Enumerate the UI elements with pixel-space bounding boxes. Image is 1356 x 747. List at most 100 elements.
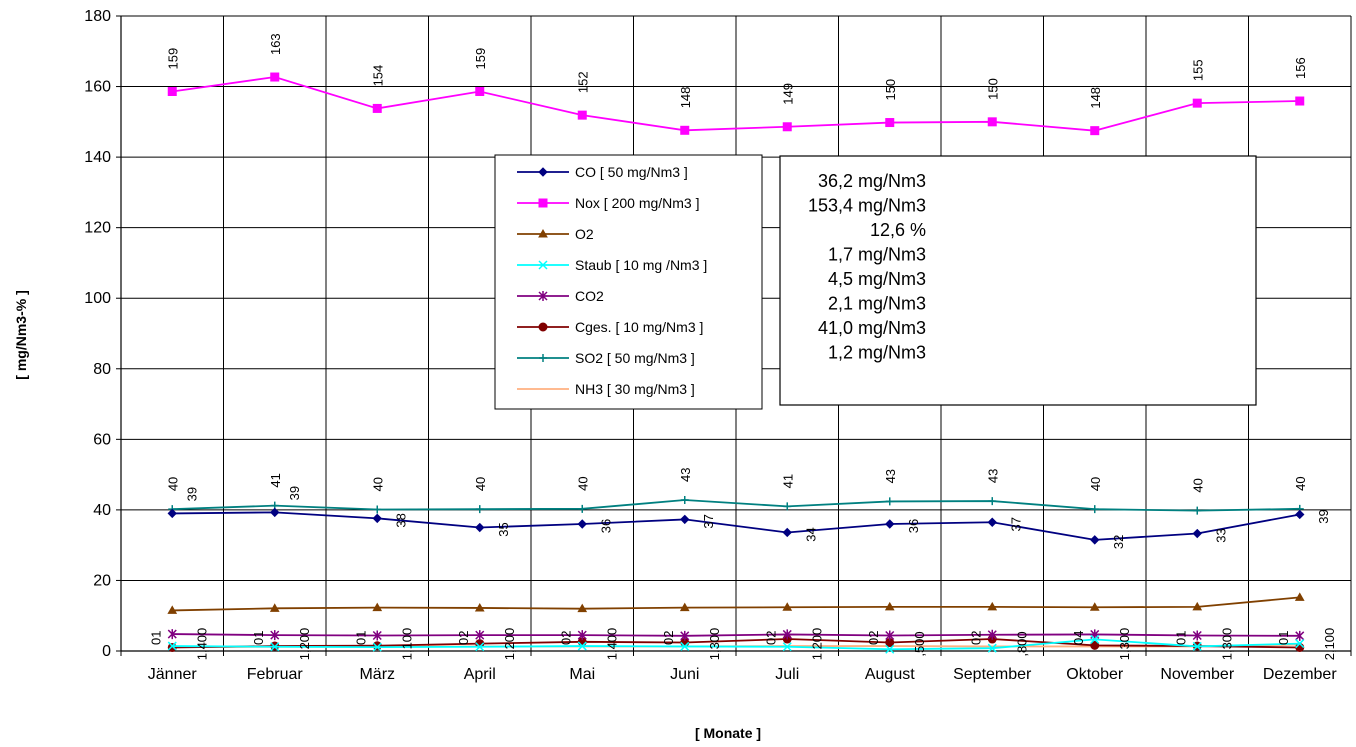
- x-tick-label: Juli: [775, 666, 799, 683]
- data-label: 155: [1190, 59, 1205, 81]
- series-o2: [167, 592, 1305, 614]
- data-point: [475, 630, 485, 641]
- data-label: 02: [661, 631, 676, 645]
- data-label: 159: [165, 48, 180, 70]
- data-label: 148: [678, 87, 693, 109]
- data-point: [987, 643, 997, 653]
- data-label: 33: [1213, 528, 1228, 542]
- data-point: [1090, 126, 1100, 136]
- legend-item: O2: [517, 226, 594, 242]
- data-label: 37: [701, 514, 716, 528]
- info-line: 2,1 mg/Nm3: [828, 294, 926, 314]
- data-label: 150: [985, 78, 1000, 100]
- data-label: 1,100: [399, 628, 414, 661]
- data-label: 01: [251, 631, 266, 645]
- data-label: 40: [1190, 478, 1205, 492]
- x-tick-label: Mai: [569, 666, 595, 683]
- data-label: 41: [268, 473, 283, 487]
- data-label: 01: [1173, 631, 1188, 645]
- series-line: [172, 633, 1300, 637]
- data-point: [475, 522, 485, 533]
- data-label: 40: [370, 477, 385, 491]
- data-label: 36: [906, 519, 921, 533]
- data-label: 149: [780, 83, 795, 105]
- data-point: [885, 497, 894, 506]
- data-point: [884, 601, 895, 611]
- x-tick-label: April: [464, 666, 496, 683]
- y-axis-title: [ mg/Nm3-% ]: [13, 290, 29, 379]
- data-point: [782, 642, 792, 652]
- x-tick-label: September: [953, 666, 1032, 683]
- data-label: 40: [575, 476, 590, 490]
- y-tick-label: 180: [84, 8, 111, 25]
- data-label: 39: [184, 487, 199, 501]
- y-tick-label: 160: [84, 79, 111, 96]
- series-line: [172, 596, 1300, 612]
- data-point: [474, 602, 485, 612]
- data-point: [885, 118, 895, 128]
- legend-label: Nox [ 200 mg/Nm3 ]: [575, 195, 700, 211]
- data-label: 152: [575, 71, 590, 93]
- info-line: 36,2 mg/Nm3: [818, 171, 926, 191]
- data-label: 39: [1316, 509, 1331, 523]
- legend-item: SO2 [ 50 mg/Nm3 ]: [517, 350, 695, 366]
- legend-label: Cges. [ 10 mg/Nm3 ]: [575, 319, 703, 335]
- data-point: [680, 514, 690, 525]
- data-point: [475, 505, 484, 514]
- data-point: [270, 642, 280, 652]
- data-point: [782, 527, 792, 538]
- data-point: [885, 644, 895, 654]
- y-tick-label: 140: [84, 149, 111, 166]
- data-labels: 159 163 154 159 152 148 149 150 150 148 155 156 40 41…: [148, 33, 1337, 660]
- data-point: [372, 630, 382, 641]
- data-point: [988, 497, 997, 506]
- data-point: [1090, 640, 1100, 650]
- data-point: [885, 630, 895, 641]
- data-point: [167, 86, 177, 96]
- info-line: 41,0 mg/Nm3: [818, 318, 926, 338]
- data-label: 40: [473, 477, 488, 491]
- legend-label: CO [ 50 mg/Nm3 ]: [575, 164, 688, 180]
- data-point: [782, 122, 792, 132]
- data-point: [538, 167, 548, 177]
- data-point: [987, 601, 998, 611]
- info-box-frame: [779, 155, 1257, 406]
- data-label: 02: [866, 631, 881, 645]
- series-line: [172, 638, 1300, 651]
- data-point: [680, 496, 689, 505]
- data-point: [372, 642, 382, 652]
- data-label: 37: [1008, 517, 1023, 531]
- info-line: 1,7 mg/Nm3: [828, 245, 926, 265]
- series-layer: [167, 72, 1305, 654]
- y-tick-label: 60: [93, 431, 111, 448]
- data-point: [987, 517, 997, 527]
- info-line: 12,6 %: [870, 220, 926, 240]
- data-label: 1,400: [194, 628, 209, 661]
- y-tick-label: 20: [93, 572, 111, 589]
- data-label: 01: [1276, 631, 1291, 645]
- data-point: [1090, 535, 1100, 545]
- legend-label: CO2: [575, 288, 604, 304]
- data-point: [1192, 630, 1202, 641]
- data-label: 35: [496, 522, 511, 536]
- series-line: [172, 76, 1300, 132]
- data-point: [1192, 528, 1202, 539]
- info-line: 4,5 mg/Nm3: [828, 269, 926, 289]
- info-box: 36,2 mg/Nm3 153,4 mg/Nm3 12,6 % 1,7 mg/Nm3 4…: [779, 155, 1257, 406]
- data-point: [167, 642, 177, 652]
- y-tick-label: 80: [93, 361, 111, 378]
- data-point: [538, 228, 548, 238]
- data-label: 39: [287, 486, 302, 500]
- x-tick-label: Oktober: [1066, 666, 1124, 683]
- data-label: 02: [558, 631, 573, 645]
- data-label: 43: [678, 468, 693, 482]
- data-point: [538, 291, 548, 301]
- series-co2: [167, 629, 1305, 641]
- data-label: 43: [883, 469, 898, 483]
- data-point: [577, 641, 587, 651]
- data-label: 150: [883, 79, 898, 101]
- data-label: 40: [1293, 476, 1308, 490]
- legend-label: Staub [ 10 mg /Nm3 ]: [575, 257, 707, 273]
- data-point: [1090, 505, 1099, 514]
- data-point: [1192, 641, 1202, 651]
